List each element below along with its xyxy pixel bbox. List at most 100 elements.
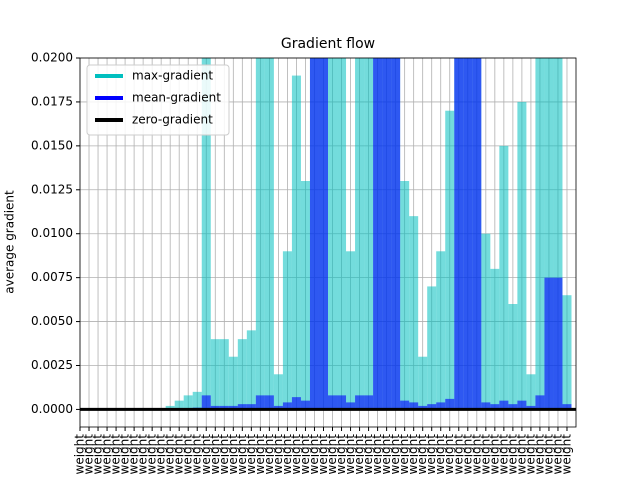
bar	[201, 395, 211, 410]
x-tick-label: weight	[325, 434, 339, 475]
legend-box	[86, 64, 230, 136]
x-tick-label: weight	[163, 434, 177, 475]
x-tick-label: weight	[136, 434, 150, 475]
bar	[219, 405, 229, 410]
x-tick-label: weight	[235, 434, 249, 475]
bar	[318, 58, 328, 410]
bar	[328, 58, 338, 410]
x-tick-label: weight	[379, 434, 393, 475]
bar	[309, 58, 319, 410]
x-tick-label: weight	[343, 434, 357, 475]
x-tick-label: weight	[415, 434, 429, 475]
bar	[481, 233, 491, 410]
bar	[544, 277, 554, 410]
bar	[228, 356, 238, 410]
bar	[264, 395, 274, 410]
bar	[400, 400, 410, 410]
bar	[246, 404, 256, 410]
bar	[409, 402, 419, 410]
x-tick-label: weight	[487, 434, 501, 475]
x-tick-label: weight	[388, 434, 402, 475]
bar	[237, 404, 247, 410]
x-tick-label: weight	[172, 434, 186, 475]
x-tick-label: weight	[262, 434, 276, 475]
x-tick-label: weight	[532, 434, 546, 475]
bars	[165, 58, 572, 410]
x-tick-label: weight	[451, 434, 465, 475]
overlay: 0.0000 0.0025 0.0050 0.0075 0.0100 0.0125 0.01…	[31, 51, 577, 475]
x-tick-label: weight	[523, 434, 537, 475]
y-tick-label: 0.0100	[31, 226, 73, 240]
x-tick-label: weight	[82, 434, 96, 475]
bar	[210, 405, 220, 410]
x-tick-label: weight	[361, 434, 375, 475]
x-tick-label: weight	[100, 434, 114, 475]
bar	[391, 58, 401, 410]
x-tick-label: weight	[145, 434, 159, 475]
bar	[490, 268, 500, 410]
plot-frame	[79, 57, 577, 428]
x-tick-label: weight	[280, 434, 294, 475]
bar	[300, 400, 310, 410]
x-tick-label: weight	[307, 434, 321, 475]
bar	[499, 145, 509, 410]
bar	[436, 251, 446, 410]
bar	[472, 58, 482, 410]
x-tick-label: weight	[424, 434, 438, 475]
legend-label: max-gradient	[132, 69, 213, 83]
bar	[346, 402, 356, 410]
bar	[337, 395, 347, 410]
bar	[355, 58, 365, 410]
x-tick-label: weight	[73, 434, 87, 475]
x-tick-label: weight	[190, 434, 204, 475]
x-tick-label: weight	[226, 434, 240, 475]
bar	[373, 58, 383, 410]
bar	[282, 251, 292, 410]
x-tick-label: weight	[397, 434, 411, 475]
bar	[201, 58, 211, 410]
x-tick-label: weight	[181, 434, 195, 475]
x-tick-label: weight	[478, 434, 492, 475]
x-tick-label: weight	[217, 434, 231, 475]
bar	[192, 391, 202, 410]
legend-label: mean-gradient	[132, 91, 221, 105]
x-tick-label: weight	[541, 434, 555, 475]
x-tick-label: weight	[244, 434, 258, 475]
y-axis-label: average gradient	[3, 190, 17, 294]
y-tick-label: 0.0000	[31, 402, 73, 416]
bar	[436, 402, 446, 410]
bar	[499, 400, 509, 410]
x-tick-label: weight	[442, 434, 456, 475]
bar	[418, 405, 428, 410]
bar	[210, 339, 220, 410]
bar	[409, 216, 419, 410]
bar	[355, 395, 365, 410]
bar	[264, 58, 274, 410]
bar	[219, 339, 229, 410]
bar	[346, 251, 356, 410]
bar	[255, 58, 265, 410]
bar	[445, 110, 455, 410]
bar	[490, 404, 500, 410]
bar	[400, 181, 410, 410]
bar	[165, 405, 175, 410]
x-tick-label: weight	[550, 434, 564, 475]
x-tick-label: weight	[127, 434, 141, 475]
x-tick-label: weight	[433, 434, 447, 475]
bar	[328, 395, 338, 410]
bar	[364, 58, 374, 410]
y-tick-label: 0.0050	[31, 314, 73, 328]
bar	[445, 398, 455, 410]
bar	[291, 397, 301, 410]
bar	[273, 374, 283, 410]
x-tick-label: weight	[118, 434, 132, 475]
bar	[562, 295, 572, 410]
bar	[273, 405, 283, 410]
x-tick-label: weight	[253, 434, 267, 475]
bar	[526, 374, 536, 410]
x-tick-label: weight	[496, 434, 510, 475]
x-tick-label: weight	[91, 434, 105, 475]
bar	[526, 405, 536, 410]
bar	[544, 58, 554, 410]
